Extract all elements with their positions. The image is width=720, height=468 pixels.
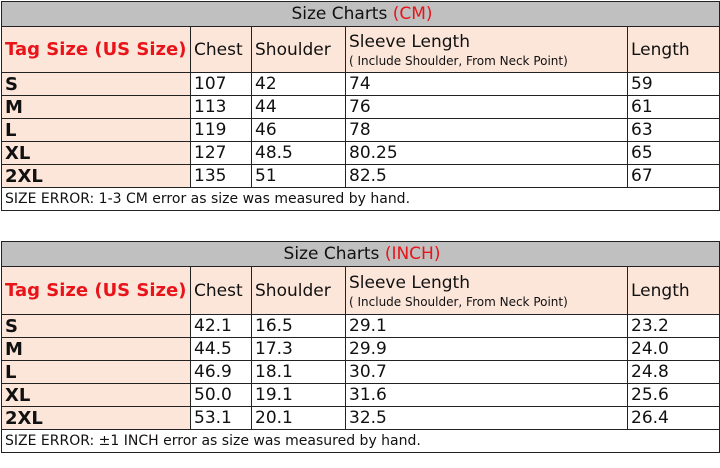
header-length: Length — [627, 266, 720, 315]
table-row: S 42.1 16.5 29.1 23.2 — [1, 314, 720, 338]
header-sleeve-note: ( Include Shoulder, From Neck Point) — [349, 53, 568, 68]
cell-length: 25.6 — [627, 383, 720, 407]
cell-length: 67 — [626, 164, 720, 188]
size-chart-cm: Size Charts (CM) Tag Size (US Size) Ches… — [0, 1, 720, 211]
cell-sleeve-length: 80.25 — [345, 141, 628, 165]
cell-chest: 44.5 — [190, 337, 252, 361]
header-length: Length — [626, 26, 720, 73]
title-row: Size Charts (INCH) — [1, 241, 720, 267]
cell-length: 65 — [626, 141, 720, 165]
header-sleeve-label: Sleeve Length — [349, 272, 470, 293]
unit-label: (CM) — [392, 4, 433, 24]
table-row: L 119 46 78 63 — [1, 118, 720, 142]
chart-title: Size Charts (CM) — [0, 1, 720, 27]
cell-length: 59 — [626, 72, 720, 96]
title-text: Size Charts — [283, 244, 385, 264]
header-sleeve: Sleeve Length( Include Shoulder, From Ne… — [345, 266, 628, 315]
cell-length: 24.8 — [627, 360, 720, 384]
table-row: S 107 42 74 59 — [1, 72, 720, 96]
table-row: XL 50.0 19.1 31.6 25.6 — [1, 383, 720, 407]
header-sleeve-note: ( Include Shoulder, From Neck Point) — [349, 294, 568, 309]
cell-chest: 107 — [190, 72, 252, 96]
cell-shoulder: 42 — [251, 72, 346, 96]
cell-chest: 127 — [190, 141, 252, 165]
cell-sleeve-length: 82.5 — [345, 164, 628, 188]
cell-sleeve-length: 74 — [345, 72, 628, 96]
header-chest: Chest — [190, 26, 252, 73]
cell-length: 61 — [626, 95, 720, 119]
header-tag-size: Tag Size (US Size) — [1, 266, 191, 315]
header-sleeve-label: Sleeve Length — [349, 31, 470, 52]
cell-shoulder: 18.1 — [251, 360, 346, 384]
cell-size: XL — [1, 383, 191, 407]
note-row: SIZE ERROR: 1-3 CM error as size was mea… — [0, 187, 720, 211]
cell-chest: 135 — [190, 164, 252, 188]
cell-sleeve-length: 76 — [345, 95, 628, 119]
title-text: Size Charts — [291, 4, 393, 24]
header-sleeve: Sleeve Length( Include Shoulder, From Ne… — [345, 26, 628, 73]
title-row: Size Charts (CM) — [0, 1, 720, 27]
table-row: M 44.5 17.3 29.9 24.0 — [1, 337, 720, 361]
cell-sleeve-length: 78 — [345, 118, 628, 142]
cell-chest: 42.1 — [190, 314, 252, 338]
cell-shoulder: 44 — [251, 95, 346, 119]
table-row: 2XL 53.1 20.1 32.5 26.4 — [1, 406, 720, 430]
unit-label: (INCH) — [384, 244, 441, 264]
cell-length: 26.4 — [627, 406, 720, 430]
size-table: Size Charts (INCH) Tag Size (US Size) Ch… — [1, 241, 720, 453]
cell-chest: 113 — [190, 95, 252, 119]
cell-sleeve-length: 29.9 — [345, 337, 628, 361]
cell-shoulder: 16.5 — [251, 314, 346, 338]
cell-sleeve-length: 31.6 — [345, 383, 628, 407]
cell-size: XL — [1, 141, 191, 165]
header-shoulder: Shoulder — [251, 26, 346, 73]
cell-shoulder: 20.1 — [251, 406, 346, 430]
cell-sleeve-length: 30.7 — [345, 360, 628, 384]
header-row: Tag Size (US Size) Chest Shoulder Sleeve… — [1, 266, 720, 315]
size-chart-inch: Size Charts (INCH) Tag Size (US Size) Ch… — [1, 241, 720, 453]
cell-shoulder: 19.1 — [251, 383, 346, 407]
header-chest: Chest — [190, 266, 252, 315]
table-row: M 113 44 76 61 — [1, 95, 720, 119]
header-row: Tag Size (US Size) Chest Shoulder Sleeve… — [1, 26, 720, 73]
cell-size: 2XL — [1, 406, 191, 430]
cell-shoulder: 17.3 — [251, 337, 346, 361]
cell-size: 2XL — [1, 164, 191, 188]
size-error-note: SIZE ERROR: ±1 INCH error as size was me… — [1, 429, 720, 453]
note-row: SIZE ERROR: ±1 INCH error as size was me… — [1, 429, 720, 453]
cell-length: 63 — [626, 118, 720, 142]
chart-title: Size Charts (INCH) — [1, 241, 720, 267]
table-row: XL 127 48.5 80.25 65 — [1, 141, 720, 165]
cell-sleeve-length: 29.1 — [345, 314, 628, 338]
header-shoulder: Shoulder — [251, 266, 346, 315]
cell-chest: 50.0 — [190, 383, 252, 407]
size-table: Size Charts (CM) Tag Size (US Size) Ches… — [0, 1, 720, 211]
cell-chest: 53.1 — [190, 406, 252, 430]
size-error-note: SIZE ERROR: 1-3 CM error as size was mea… — [0, 187, 720, 211]
cell-shoulder: 51 — [251, 164, 346, 188]
cell-shoulder: 46 — [251, 118, 346, 142]
cell-size: M — [1, 95, 191, 119]
cell-size: L — [1, 118, 191, 142]
cell-shoulder: 48.5 — [251, 141, 346, 165]
cell-chest: 119 — [190, 118, 252, 142]
cell-size: M — [1, 337, 191, 361]
cell-length: 24.0 — [627, 337, 720, 361]
cell-size: S — [1, 72, 191, 96]
cell-sleeve-length: 32.5 — [345, 406, 628, 430]
header-tag-size: Tag Size (US Size) — [1, 26, 191, 73]
cell-size: S — [1, 314, 191, 338]
table-row: L 46.9 18.1 30.7 24.8 — [1, 360, 720, 384]
cell-chest: 46.9 — [190, 360, 252, 384]
cell-length: 23.2 — [627, 314, 720, 338]
cell-size: L — [1, 360, 191, 384]
table-row: 2XL 135 51 82.5 67 — [1, 164, 720, 188]
